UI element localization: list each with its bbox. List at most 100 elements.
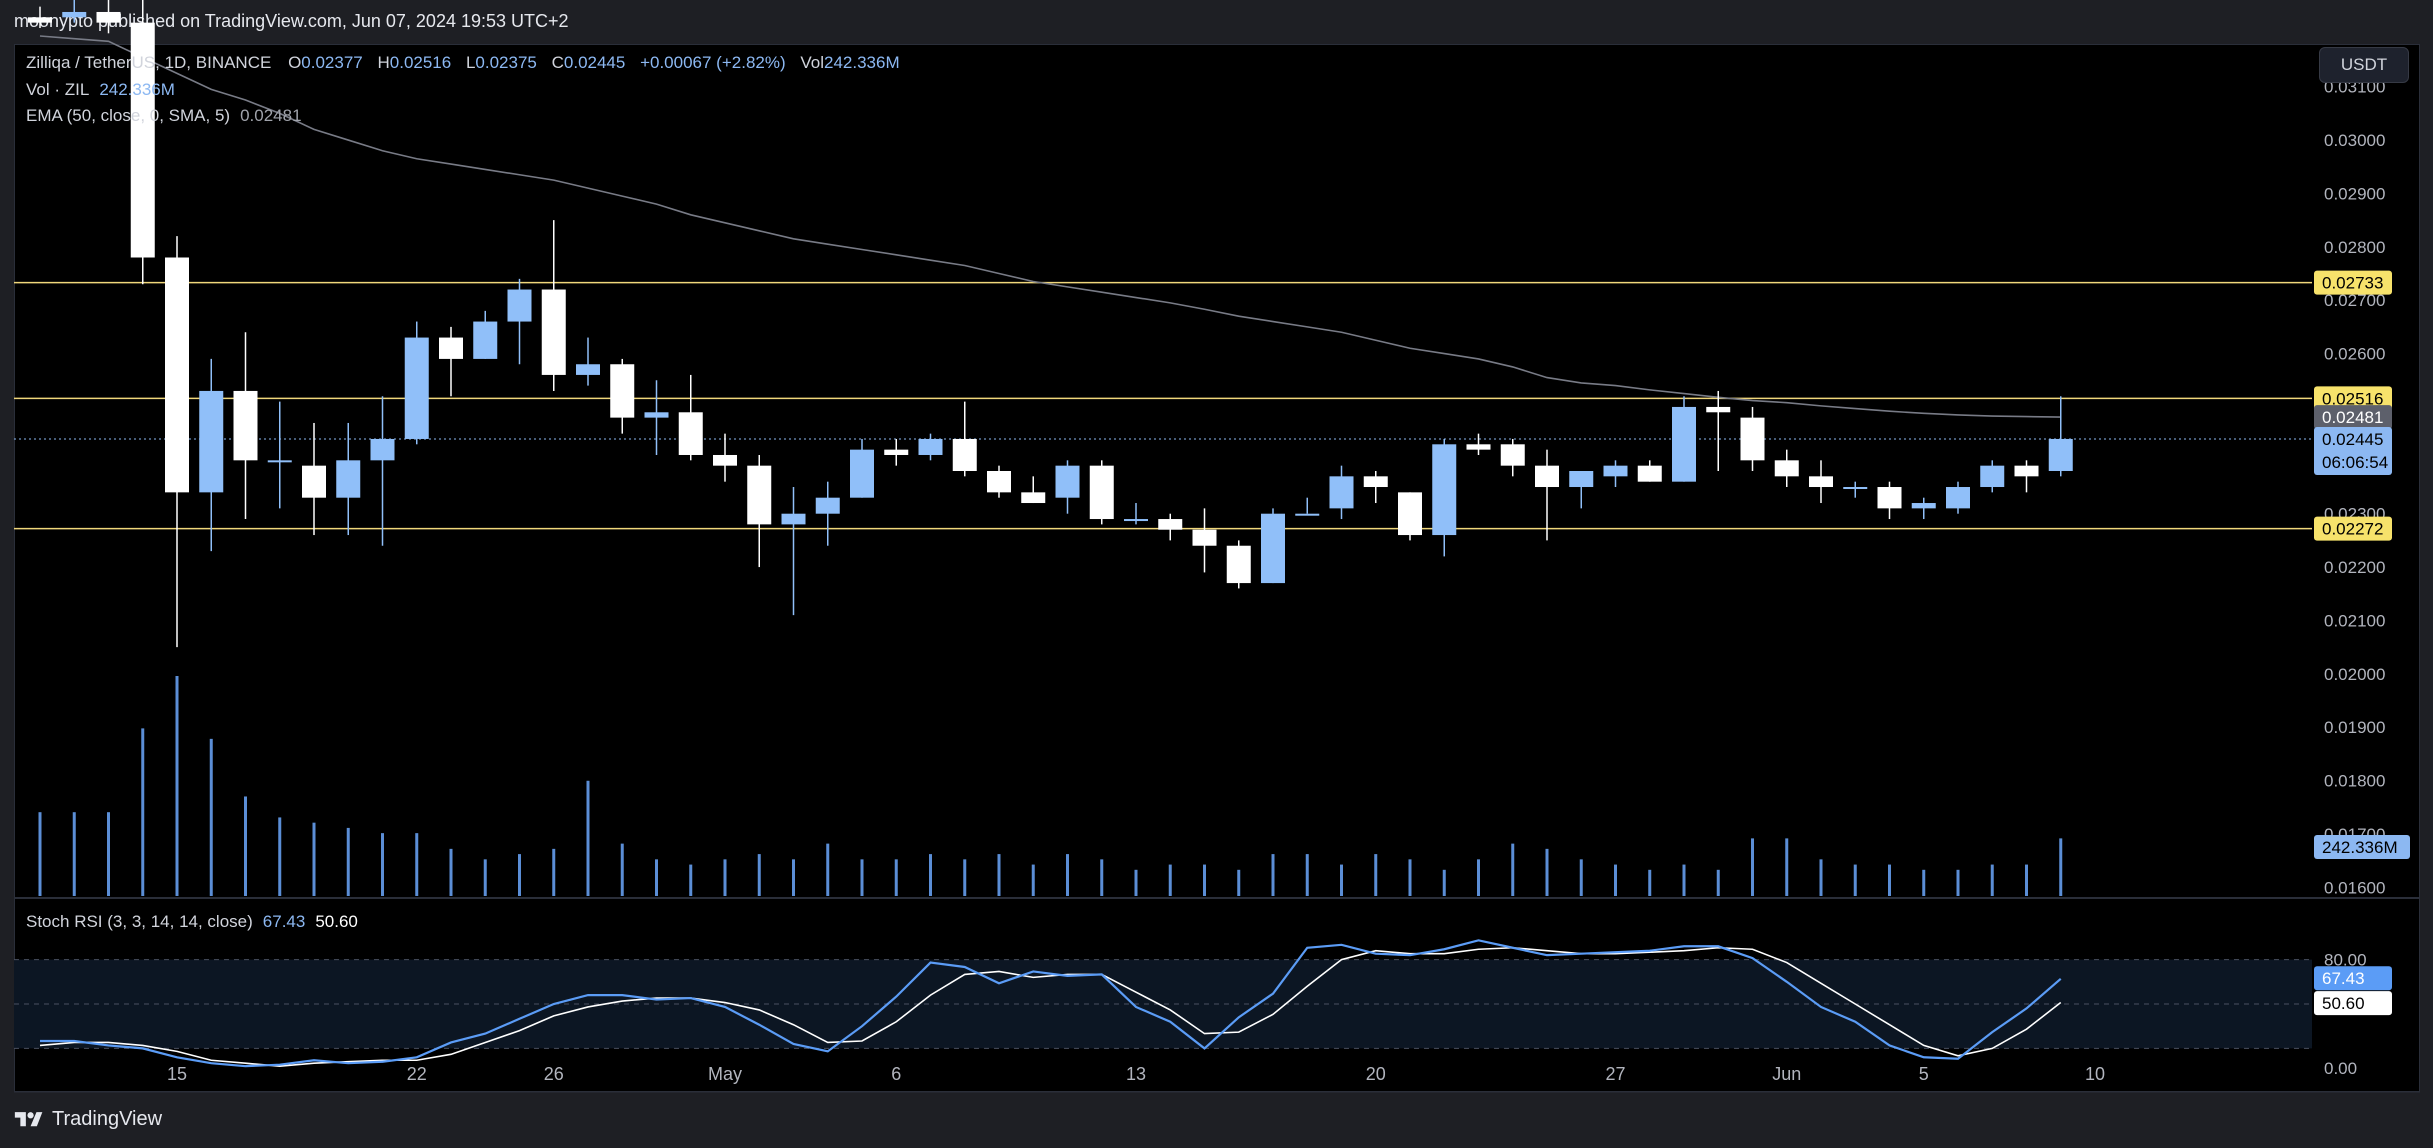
candle-up xyxy=(1261,513,1285,584)
candle-down xyxy=(1158,519,1183,530)
candle-down xyxy=(1774,460,1799,477)
ema-price-label-bg xyxy=(2314,405,2392,430)
stoch-k-price-label: 67.43 xyxy=(2322,969,2365,988)
open-label: O xyxy=(288,53,302,72)
volume-bar xyxy=(141,728,145,896)
volume-bar xyxy=(1168,864,1172,896)
time-tick-label: 20 xyxy=(1366,1064,1386,1084)
time-tick-label: 13 xyxy=(1126,1064,1146,1084)
volume-indicator-name: Vol · ZIL xyxy=(26,80,90,99)
stoch-d-price-label-bg xyxy=(2314,991,2392,1016)
candle-up xyxy=(1843,487,1868,490)
price-tick-label: 0.02100 xyxy=(2324,611,2385,630)
volume-bar xyxy=(518,854,521,896)
stoch-rsi-lines xyxy=(39,939,2062,1068)
volume-bar xyxy=(1511,843,1515,896)
time-tick-label: 10 xyxy=(2085,1064,2105,1084)
volume-bar xyxy=(1922,869,1926,896)
time-tick-label: May xyxy=(708,1064,742,1084)
candle-up xyxy=(1329,476,1354,509)
price-tick-label: 0.02800 xyxy=(2324,238,2385,257)
level-price-label: 0.02272 xyxy=(2322,520,2383,539)
candle-up xyxy=(62,11,87,18)
volume-bar xyxy=(1716,869,1720,896)
candle-down xyxy=(439,337,463,359)
candle-down xyxy=(713,454,737,466)
time-tick-label: Jun xyxy=(1772,1064,1801,1084)
volume-bar xyxy=(1134,869,1138,896)
stoch-rsi-pane xyxy=(14,959,2312,1049)
chart-panel[interactable] xyxy=(14,44,2420,1092)
level-price-label-bg xyxy=(2314,270,2392,295)
volume-indicator-value: 242.336M xyxy=(99,80,175,99)
candle-up xyxy=(815,497,840,514)
ema-price-label: 0.02481 xyxy=(2322,408,2383,427)
candle-down xyxy=(952,438,977,471)
candle-down xyxy=(1089,465,1114,520)
candle-up xyxy=(1055,465,1080,498)
candle-up xyxy=(473,321,498,359)
level-price-label-bg xyxy=(2314,386,2392,411)
low-value: 0.02375 xyxy=(475,53,537,72)
volume-bar xyxy=(312,822,316,896)
volume-bar xyxy=(1956,869,1960,896)
volume-bar xyxy=(1305,854,1309,896)
volume-bar xyxy=(244,796,247,896)
candle-down xyxy=(1740,417,1765,461)
price-grid xyxy=(14,897,2420,1093)
candle-down xyxy=(747,465,772,525)
currency-button[interactable]: USDT xyxy=(2319,47,2409,83)
price-axis: 0.031000.030000.029000.028000.027000.026… xyxy=(2324,78,2385,1078)
volume-bar xyxy=(792,859,795,896)
volume-bar xyxy=(552,848,556,896)
countdown-label: 06:06:54 xyxy=(2322,453,2388,472)
symbol-name: Zilliqa / TetherUS, 1D, BINANCE xyxy=(26,53,272,72)
volume-bar xyxy=(1442,869,1446,896)
volume-bar xyxy=(1819,859,1823,896)
volume-bar xyxy=(723,859,727,896)
volume-bar xyxy=(963,859,967,896)
last-price-label-bg xyxy=(2314,426,2392,475)
candle-up xyxy=(1980,465,2005,488)
candle-down xyxy=(1535,465,1559,488)
candle-down xyxy=(1466,444,1491,450)
stoch-k-value: 67.43 xyxy=(262,912,306,931)
volume-bar xyxy=(1237,869,1241,896)
time-tick-label: 26 xyxy=(544,1064,564,1084)
stoch-k-line xyxy=(40,939,2062,1068)
volume-bar xyxy=(757,854,761,896)
symbol-legend: Zilliqa / TetherUS, 1D, BINANCE O0.02377… xyxy=(26,53,910,73)
volume-bar xyxy=(860,859,864,896)
candle-down xyxy=(1226,545,1251,584)
volume-bar xyxy=(1785,838,1789,896)
volume-price-label: 242.336M xyxy=(2322,838,2398,857)
price-tick-label: 0.03000 xyxy=(2324,131,2385,150)
candle-up xyxy=(1672,406,1696,482)
candle-down xyxy=(302,465,326,498)
candle-up xyxy=(1295,513,1320,516)
close-label: C xyxy=(551,53,564,72)
candle-down xyxy=(1363,476,1388,488)
volume-bar xyxy=(1340,864,1343,896)
ema-line xyxy=(39,35,2061,418)
candle-up xyxy=(644,412,669,418)
candle-up xyxy=(918,438,943,455)
candle-down xyxy=(1809,476,1833,488)
volume-bar xyxy=(449,848,453,896)
volume-bar xyxy=(1682,864,1686,896)
price-tick-label: 0.02900 xyxy=(2324,184,2385,203)
candle-up xyxy=(336,460,361,498)
volume-bar xyxy=(72,812,76,896)
level-price-label-bg xyxy=(2314,516,2392,541)
candles xyxy=(28,0,2073,648)
candle-up xyxy=(1603,465,1628,477)
volume-bar xyxy=(38,812,42,896)
price-tick-label: 0.01800 xyxy=(2324,772,2385,791)
volume-bar xyxy=(1100,859,1104,896)
volume-bar xyxy=(655,859,658,896)
close-value: 0.02445 xyxy=(563,53,626,72)
candle-up xyxy=(1569,471,1594,488)
volume-bar xyxy=(278,817,282,896)
high-value: 0.02516 xyxy=(389,53,452,72)
